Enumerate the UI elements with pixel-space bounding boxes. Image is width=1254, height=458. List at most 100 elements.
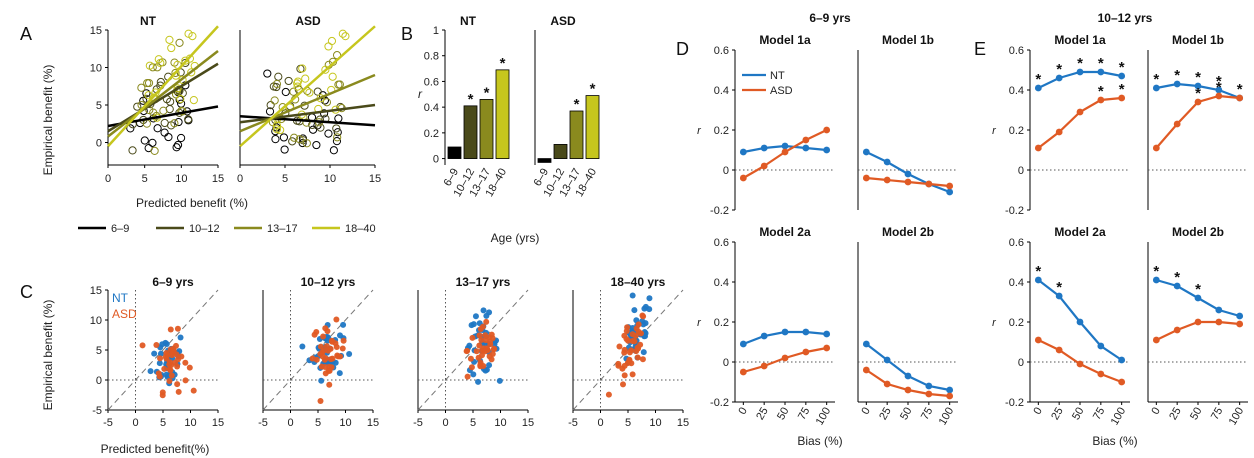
- panel-d-nt-point: [862, 340, 870, 348]
- panel-a-nt-point: [159, 106, 168, 115]
- panel-e-asd-point: [1152, 144, 1160, 152]
- panel-a-asd-point: [308, 125, 318, 134]
- panel-d-asd-point: [862, 174, 870, 182]
- panel-a-asd-fit-line-0: [239, 115, 376, 127]
- panel-e-group-title: 10–12 yrs: [1098, 11, 1153, 25]
- panel-e-subplot-title-2: Model 2a: [1054, 225, 1106, 239]
- panel-c-asd-point: [468, 364, 475, 371]
- panel-a-nt-point: [172, 143, 181, 152]
- panel-d-nt-point: [946, 188, 954, 196]
- panel-a-asd-point: [274, 72, 283, 81]
- panel-d-subplot-title-3: Model 2b: [882, 225, 934, 239]
- panel-a-asd-point: [271, 135, 280, 144]
- panel-a-asd-point: [319, 109, 329, 118]
- panel-c-x-tick-label: 15: [677, 417, 689, 429]
- panel-a-nt-point: [173, 140, 183, 150]
- panel-a-nt-point: [148, 138, 157, 147]
- panel-e-asd-point: [1173, 120, 1181, 128]
- panel-c-asd-point: [166, 359, 173, 366]
- panel-b-xlabel: Age (yrs): [491, 231, 540, 245]
- panel-c-asd-point: [619, 365, 626, 372]
- panel-c-nt-point: [472, 313, 479, 320]
- panel-c-asd-point: [626, 356, 633, 363]
- panel-a-asd-point: [280, 145, 289, 154]
- panel-c-asd-point: [317, 398, 324, 404]
- panel-a-ylabel: Empirical benefit (%): [41, 65, 55, 176]
- panel-e-significance-star: *: [1195, 85, 1201, 102]
- panel-a-asd-point: [305, 88, 314, 97]
- panel-c-asd-point: [323, 343, 330, 350]
- panel-a-asd-point: [272, 121, 282, 130]
- panel-b-title-asd: ASD: [550, 14, 576, 28]
- panel-c-asd-point: [182, 359, 189, 366]
- panel-e-nt-point: [1097, 342, 1105, 350]
- panel-c-nt-point: [346, 350, 353, 357]
- panel-c-asd-point: [488, 356, 495, 363]
- panel-d-asd-point: [802, 348, 810, 356]
- panel-c-asd-point: [139, 342, 146, 349]
- panel-a-nt-point: [165, 35, 174, 44]
- panel-d-y-tick-label: -0.2: [710, 397, 729, 409]
- panel-c-x-tick-label: 10: [649, 417, 661, 429]
- panel-c-x-tick-label: -5: [413, 417, 423, 429]
- panel-e-asd-point: [1152, 336, 1160, 344]
- panel-b-asd-bar-1: [553, 144, 568, 159]
- panel-c-asd-point: [476, 332, 483, 339]
- panel-e-significance-star: *: [1056, 61, 1062, 78]
- panel-c-nt-point: [646, 295, 653, 302]
- panel-c-y-tick-label: 10: [90, 315, 102, 327]
- panel-c-asd-point: [325, 347, 332, 354]
- panel-d-y-tick-label: 0.2: [714, 317, 729, 329]
- panel-c-xlabel: Predicted benefit(%): [101, 442, 210, 456]
- panel-d-asd-point: [904, 386, 912, 394]
- panel-c-asd-point: [635, 321, 642, 328]
- panel-a-nt-point: [181, 58, 190, 68]
- panel-c-x-tick-label: 15: [522, 417, 534, 429]
- panel-a-legend-label-0: 6–9: [111, 223, 129, 235]
- panel-c-asd-point: [477, 326, 484, 333]
- panel-e-nt-point: [1034, 84, 1042, 92]
- panel-c-x-tick-label: 0: [132, 417, 138, 429]
- panel-d-nt-point: [823, 146, 831, 154]
- panel-e-significance-star: *: [1056, 279, 1062, 296]
- panel-e-nt-point: [1152, 84, 1160, 92]
- panel-d-asd-point: [739, 174, 747, 182]
- panel-e-xlabel: Bias (%): [1092, 434, 1137, 448]
- panel-d-nt-point: [862, 148, 870, 156]
- panel-letter-d: D: [676, 39, 689, 59]
- panel-a-nt-point: [174, 117, 183, 127]
- panel-c-asd-point: [161, 365, 168, 372]
- panel-c-asd-point: [311, 331, 318, 338]
- panel-a-nt-point: [170, 119, 179, 128]
- panel-a-nt-x-tick-label: 10: [175, 173, 187, 185]
- panel-e-significance-star: *: [1098, 55, 1104, 72]
- panel-e-asd-line-0: [1037, 96, 1122, 149]
- panel-a-asd-point: [272, 82, 281, 92]
- panel-e-asd-point: [1173, 326, 1181, 334]
- panel-c-asd-point: [475, 354, 482, 361]
- panel-e-significance-star: *: [1098, 83, 1104, 100]
- panel-a-asd-point: [301, 74, 310, 83]
- panel-b-y-tick-label: 0: [433, 154, 439, 166]
- panel-d-nt-point: [883, 356, 891, 364]
- panel-c-asd-point: [173, 342, 180, 349]
- panel-e-x-tick-label: 100: [1109, 406, 1129, 428]
- panel-d-nt-line-3: [865, 343, 950, 392]
- panel-d-nt-point: [781, 142, 789, 150]
- panel-e-ylabel: r: [992, 317, 997, 329]
- panel-c-asd-point: [605, 391, 612, 398]
- panel-c-asd-point: [168, 372, 175, 379]
- panel-a-asd-point: [334, 114, 343, 123]
- panel-a-nt-point: [153, 63, 162, 72]
- panel-c-ylabel: Empirical benefit (%): [41, 300, 55, 411]
- panel-a-y-tick-label: 5: [96, 100, 102, 112]
- panel-c-asd-point: [629, 331, 636, 338]
- panel-a-asd-point: [329, 146, 338, 155]
- panel-d-x-tick-label: 100: [937, 406, 957, 428]
- panel-d-y-tick-label: 0.2: [714, 125, 729, 137]
- panel-a-asd-fit-line-2: [239, 73, 376, 133]
- panel-e-asd-point: [1236, 320, 1244, 328]
- panel-a-nt-point: [189, 96, 198, 105]
- panel-d-x-tick-label: 25: [754, 406, 771, 423]
